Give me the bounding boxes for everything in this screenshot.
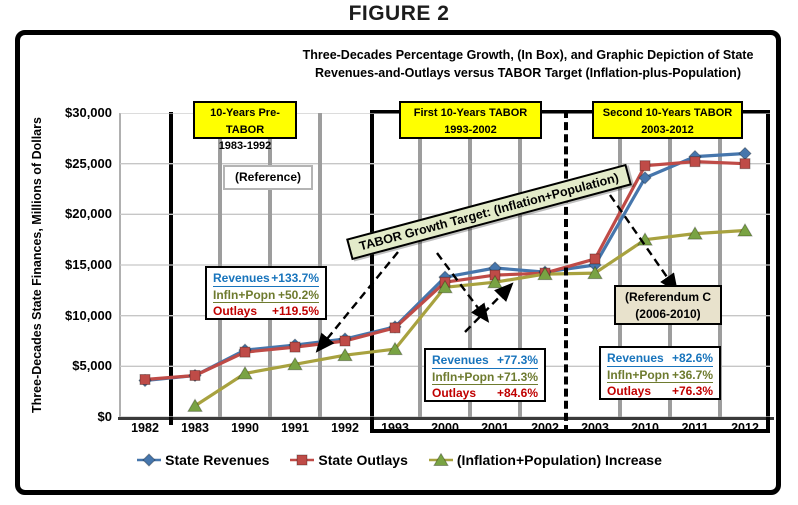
- stat-row-inflation: Infln+Popn +50.2%: [213, 287, 319, 303]
- stat-label: Revenues: [213, 271, 270, 285]
- stat-row-outlays: Outlays +84.6%: [432, 386, 538, 401]
- stat-box-first-tabor: Revenues +77.3% Infln+Popn +71.3% Outlay…: [424, 348, 546, 402]
- stat-value: +133.7%: [271, 271, 319, 285]
- figure-title: FIGURE 2: [348, 2, 450, 25]
- period-box-title: First 10-Years TABOR: [413, 107, 528, 119]
- legend-label: State Revenues: [165, 452, 270, 468]
- inflation-triangle-icon: [428, 452, 454, 467]
- legend-item-revenues: State Revenues: [136, 452, 269, 468]
- period-box-years: 1983-1992: [218, 140, 272, 152]
- pre-tabor-divider-line: [169, 112, 173, 425]
- x-axis-line: [118, 417, 774, 420]
- chart-title-line1: Three-Decades Percentage Growth, (In Box…: [302, 48, 754, 62]
- period-box-pre-tabor: 10-Years Pre-TABOR 1983-1992: [193, 101, 297, 152]
- legend-label: (Inflation+Population) Increase: [456, 452, 662, 468]
- stat-row-revenues: Revenues +77.3%: [432, 353, 538, 369]
- legend-item-inflation: (Inflation+Population) Increase: [428, 452, 662, 468]
- y-tick-10000: $10,000: [65, 308, 112, 323]
- revenues-diamond-icon: [136, 453, 162, 467]
- stat-value: +77.3%: [496, 353, 538, 367]
- period-box-second-tabor: Second 10-Years TABOR 2003-2012: [592, 101, 743, 139]
- stat-label: Outlays: [432, 386, 477, 400]
- x-axis-label: 1990: [231, 421, 259, 435]
- x-axis-label: 1983: [181, 421, 209, 435]
- stat-row-inflation: Infln+Popn +36.7%: [607, 367, 713, 383]
- stat-label: Revenues: [607, 351, 664, 365]
- stat-value: +82.6%: [671, 351, 713, 365]
- stat-value: +50.2%: [277, 287, 319, 302]
- period-box-years: 1993-2002: [444, 123, 497, 136]
- x-axis-label: 1982: [131, 421, 159, 435]
- stat-value: +71.3%: [496, 369, 538, 384]
- outlays-square-icon: [289, 453, 315, 467]
- y-tick-15000: $15,000: [65, 257, 112, 272]
- chart-title-line2: Revenues-and-Outlays versus TABOR Target…: [315, 66, 741, 81]
- period-box-first-tabor: First 10-Years TABOR 1993-2002: [399, 101, 542, 139]
- y-tick-25000: $25,000: [65, 156, 112, 171]
- stat-value: +119.5%: [271, 304, 319, 318]
- stat-row-outlays: Outlays +76.3%: [607, 384, 713, 399]
- y-tick-30000: $30,000: [65, 105, 112, 120]
- stat-value: +36.7%: [671, 367, 713, 382]
- y-tick-20000: $20,000: [65, 206, 112, 221]
- tabor-decades-frame: [370, 110, 770, 433]
- referendum-line1: (Referendum C: [624, 290, 711, 304]
- stat-value: +76.3%: [671, 384, 713, 398]
- stat-row-inflation: Infln+Popn +71.3%: [432, 369, 538, 385]
- referendum-c-label: (Referendum C (2006-2010): [614, 285, 722, 325]
- stat-box-second-tabor: Revenues +82.6% Infln+Popn +36.7% Outlay…: [599, 346, 721, 400]
- stat-label: Revenues: [432, 353, 489, 367]
- stat-row-outlays: Outlays +119.5%: [213, 304, 319, 319]
- chart-title: Three-Decades Percentage Growth, (In Box…: [280, 46, 776, 82]
- period-box-title: Second 10-Years TABOR: [602, 107, 733, 119]
- period-box-years: 2003-2012: [641, 123, 694, 136]
- stat-row-revenues: Revenues +133.7%: [213, 271, 319, 287]
- legend: State Revenues State Outlays (Inflation+…: [0, 452, 798, 468]
- stat-label: Infln+Popn: [432, 369, 495, 384]
- reference-label: (Reference): [223, 165, 313, 190]
- x-axis-label: 1992: [331, 421, 359, 435]
- stat-row-revenues: Revenues +82.6%: [607, 351, 713, 367]
- y-tick-5000: $5,000: [72, 358, 112, 373]
- decade-dashed-divider: [564, 110, 568, 433]
- y-tick-0: $0: [97, 409, 112, 424]
- period-box-title: 10-Years Pre-TABOR: [210, 107, 280, 136]
- x-axis-label: 1991: [281, 421, 309, 435]
- stat-label: Outlays: [213, 304, 258, 318]
- stat-label: Outlays: [607, 384, 652, 398]
- legend-item-outlays: State Outlays: [289, 452, 408, 468]
- legend-label: State Outlays: [318, 452, 408, 468]
- stat-label: Infln+Popn: [213, 287, 276, 302]
- stat-label: Infln+Popn: [607, 367, 670, 382]
- stat-value: +84.6%: [496, 386, 538, 400]
- referendum-line2: (2006-2010): [635, 307, 701, 322]
- stat-box-pre-tabor: Revenues +133.7% Infln+Popn +50.2% Outla…: [205, 266, 327, 320]
